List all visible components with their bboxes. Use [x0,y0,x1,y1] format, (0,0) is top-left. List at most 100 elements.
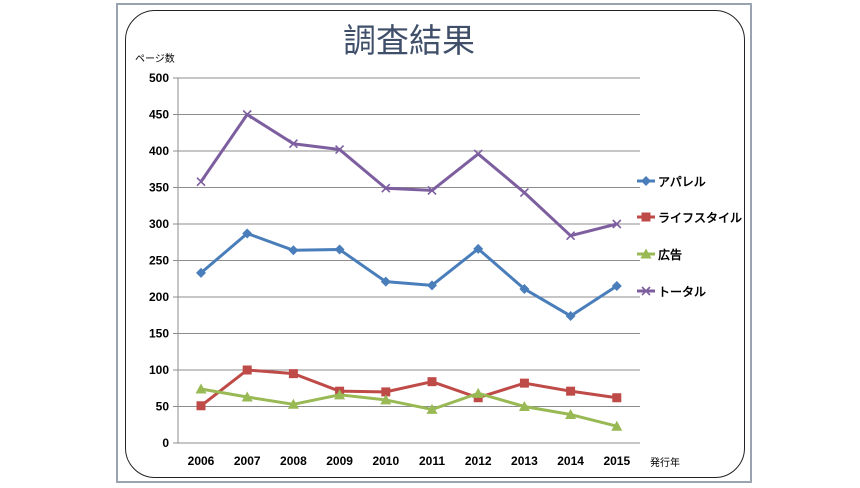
y-tick-label: 450 [149,108,169,122]
marker-stroke [196,177,206,187]
data-point [196,177,206,187]
data-point [518,401,530,411]
data-point [241,391,253,402]
chart-card [125,10,745,478]
y-tick-label: 0 [162,436,169,450]
legend-label: アパレル [658,175,706,189]
marker-stroke [519,188,529,198]
data-point [611,420,623,431]
series-0 [196,228,622,321]
y-tick-label: 150 [149,327,169,341]
legend-item: 広告 [637,247,682,262]
marker-stroke [288,139,298,149]
data-point [566,386,576,396]
y-tick-label: 50 [156,400,170,414]
data-point [641,176,651,186]
x-tick-label: 2012 [465,454,492,468]
y-tick-labels: 0 50 100 150 200 250 300 350 400 450 500 [149,71,169,450]
series-lines [195,109,623,431]
data-point [196,267,206,278]
data-point [334,244,345,255]
data-point [427,280,437,291]
y-tick-label: 100 [149,363,169,377]
marker-stroke [242,109,252,120]
data-point [195,383,207,394]
data-point [641,212,651,222]
series-1 [196,365,622,411]
x-tick-labels: 2006 2007 2008 2009 2010 2011 2012 2013 2014 2015 [188,454,631,468]
data-point [612,393,622,403]
x-tick-label: 2010 [372,454,399,468]
data-point [335,144,345,155]
x-tick-label: 2014 [557,454,584,468]
data-point [242,365,252,375]
legend-label: 広告 [658,247,682,262]
data-point [640,248,652,259]
y-tick-label: 200 [149,290,169,304]
legend-label: トータル [658,285,706,299]
x-tick-label: 2006 [188,454,215,468]
x-tick-label: 2008 [280,454,307,468]
y-axis-label: ページ数 [135,52,175,65]
marker-stroke [335,144,345,155]
data-point [427,377,437,387]
marker-stroke [381,183,391,193]
data-point [334,389,346,400]
data-point [426,403,438,414]
data-point [288,369,298,379]
data-point [196,401,206,411]
data-point [519,283,530,294]
x-tick-label: 2009 [326,454,353,468]
y-tick-label: 250 [149,254,169,268]
y-tick-label: 300 [149,217,169,231]
series-line [200,368,618,407]
legend-item: アパレル [637,175,706,189]
data-point [473,243,484,254]
x-tick-label: 2007 [234,454,261,468]
data-point [612,219,622,229]
series-line [200,387,618,428]
data-point [519,188,529,198]
x-tick-label: 2013 [511,454,538,468]
data-point [641,286,651,296]
data-point [565,409,577,420]
y-tick-label: 500 [149,71,169,85]
series-line [199,113,618,238]
marker-stroke [641,286,651,296]
legend-item: ライフスタイル [637,211,742,225]
x-axis-label: 発行年 [650,456,680,469]
y-tick-label: 350 [149,181,169,195]
data-point [473,149,483,159]
x-tick-label: 2015 [603,454,630,468]
chart-title: 調査結果 [343,21,475,60]
gridlines [178,77,640,407]
data-point [519,378,529,388]
data-point [288,139,298,149]
data-point [288,245,299,256]
data-point [381,183,391,193]
series-line [200,231,618,318]
data-point [287,398,299,409]
series-2 [195,383,623,431]
data-point [427,185,437,195]
data-point [565,310,576,321]
data-point [381,387,391,397]
marker-stroke [427,185,437,195]
marker-stroke [566,231,576,241]
legend-label: ライフスタイル [658,211,742,225]
series-3 [196,109,622,241]
data-point [611,281,622,292]
data-point [242,228,253,239]
data-point [242,109,252,120]
data-point [566,231,576,241]
data-point [472,387,484,398]
data-point [380,394,392,405]
legend-item: トータル [637,285,706,299]
data-point [380,276,391,287]
marker-stroke [612,219,622,229]
y-tick-label: 400 [149,144,169,158]
marker-stroke [473,149,483,159]
axes [173,77,640,444]
